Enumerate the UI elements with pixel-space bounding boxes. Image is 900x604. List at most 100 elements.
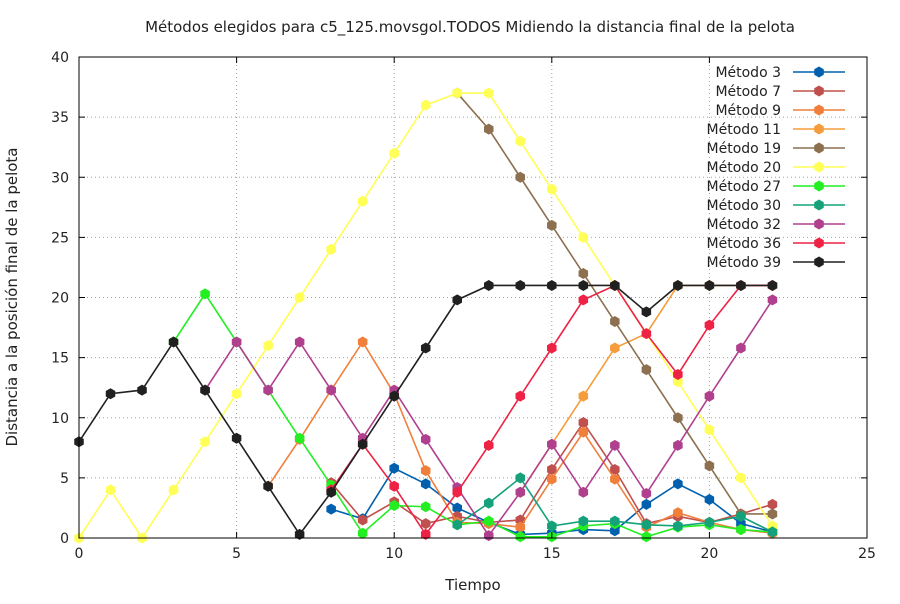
data-point	[389, 480, 399, 492]
data-point	[452, 486, 462, 498]
series-m-todo-9	[263, 336, 778, 539]
data-point	[200, 436, 210, 448]
data-point	[263, 384, 273, 396]
data-point	[547, 279, 557, 291]
y-tick-label: 20	[51, 291, 69, 307]
data-point	[610, 525, 620, 537]
data-point	[484, 515, 494, 527]
data-point	[673, 376, 683, 388]
data-point	[704, 279, 715, 291]
legend-swatch-marker	[814, 142, 824, 154]
data-point	[263, 480, 273, 492]
y-tick-label: 30	[51, 170, 69, 186]
data-point	[736, 472, 746, 484]
series-line	[172, 292, 773, 538]
legend-swatch-marker	[814, 104, 824, 116]
data-point	[736, 279, 746, 291]
chart-title: Métodos elegidos para c5_125.movsgol.TOD…	[145, 18, 795, 37]
legend-entry: Método 32	[707, 217, 845, 233]
series-line	[78, 284, 773, 536]
legend-swatch-marker	[814, 237, 824, 249]
legend-swatch-marker	[814, 180, 824, 192]
legend-entry: Método 20	[707, 160, 845, 176]
data-point	[578, 279, 589, 291]
data-point	[484, 123, 494, 135]
data-point	[420, 528, 431, 540]
data-point	[704, 390, 715, 402]
data-point	[610, 342, 620, 354]
data-point	[704, 494, 715, 506]
data-point	[578, 515, 589, 527]
data-point	[326, 243, 336, 255]
data-point	[484, 87, 494, 99]
data-point	[547, 342, 557, 354]
data-point	[137, 384, 147, 396]
data-point	[420, 501, 431, 513]
data-point	[515, 171, 526, 183]
data-point	[767, 279, 778, 291]
data-point	[578, 486, 589, 498]
data-point	[326, 503, 336, 515]
data-point	[515, 521, 526, 533]
data-point	[547, 183, 557, 195]
y-tick-label: 40	[51, 50, 69, 66]
data-point	[168, 336, 179, 348]
data-point	[484, 497, 494, 509]
data-point	[547, 463, 557, 475]
y-axis-label: Distancia a la posición final de la pelo…	[3, 147, 21, 446]
data-point	[420, 433, 431, 445]
legend-label: Método 3	[715, 65, 781, 81]
data-point	[231, 336, 242, 348]
legend-swatch-marker	[814, 199, 824, 211]
data-point	[704, 460, 715, 472]
data-point	[231, 432, 242, 444]
legend-entry: Método 39	[707, 255, 845, 271]
axis-ticks: 0 5 10 15 20 25 0 5 10 15 20 25 30 35 40	[51, 50, 876, 562]
x-axis-label: Tiempo	[444, 576, 500, 594]
data-point	[767, 508, 778, 520]
data-point	[200, 288, 210, 300]
legend-entry: Método 11	[707, 122, 845, 138]
y-tick-label: 10	[51, 411, 69, 427]
data-point	[452, 502, 462, 514]
legend-entry: Método 19	[707, 141, 845, 157]
data-point	[767, 526, 778, 538]
data-point	[294, 292, 305, 303]
data-point	[641, 498, 652, 510]
data-point	[704, 516, 715, 528]
legend: Método 3 Método 7 Método 9 Método 11 Método …	[707, 65, 845, 271]
series-m-todo-30	[452, 472, 778, 538]
data-point	[547, 520, 557, 532]
data-point	[420, 465, 431, 477]
data-point	[736, 342, 746, 354]
data-point	[357, 514, 368, 526]
data-point	[389, 147, 399, 159]
legend-entry: Método 27	[707, 179, 845, 195]
data-point	[420, 99, 431, 111]
data-point	[547, 473, 557, 485]
data-point	[704, 319, 715, 331]
data-point	[610, 316, 620, 328]
data-point	[263, 340, 273, 352]
series-layer	[74, 87, 778, 544]
x-tick-label: 25	[858, 546, 876, 562]
data-point	[168, 484, 179, 496]
data-point	[389, 462, 399, 474]
legend-entry: Método 36	[707, 236, 845, 252]
data-point	[641, 306, 652, 318]
legend-label: Método 9	[715, 103, 781, 119]
y-tick-label: 0	[60, 531, 69, 547]
data-point	[452, 87, 462, 99]
data-point	[578, 426, 589, 438]
data-point	[767, 294, 778, 306]
data-point	[200, 384, 210, 396]
data-point	[578, 231, 589, 243]
data-point	[357, 527, 368, 539]
data-point	[231, 388, 242, 400]
data-point	[389, 390, 399, 402]
legend-swatch-marker	[814, 66, 824, 78]
legend-label: Método 11	[707, 122, 781, 138]
data-point	[578, 267, 589, 279]
legend-label: Método 30	[707, 198, 781, 214]
